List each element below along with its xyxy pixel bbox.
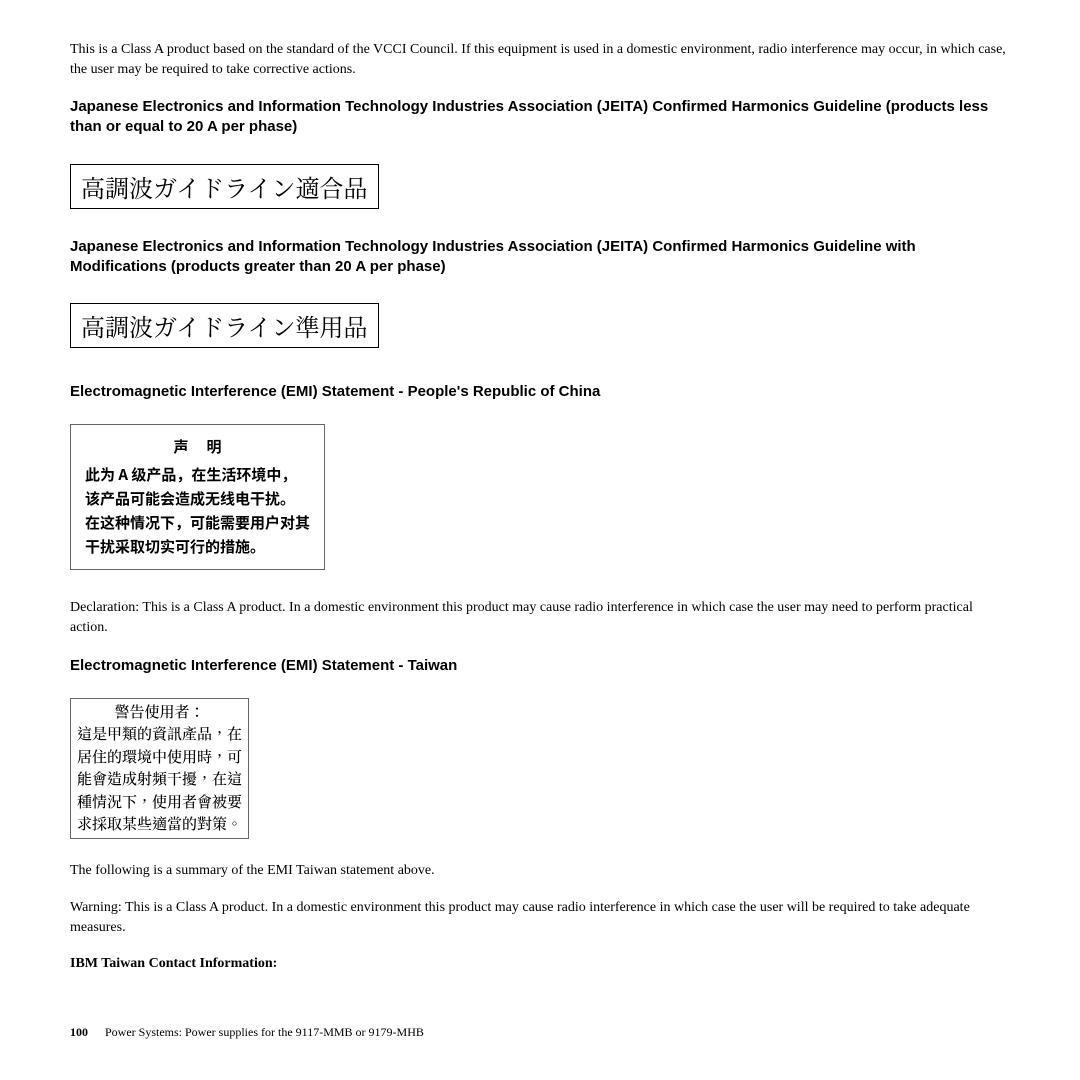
page-number: 100	[70, 1025, 88, 1039]
tw-box-line1: 這是甲類的資訊產品，在	[77, 723, 242, 746]
tw-box-line4: 種情況下，使用者會被要	[77, 791, 242, 814]
cn-box-line1: 此为 A 级产品，在生活环境中，	[85, 463, 310, 487]
footer-title: Power Systems: Power supplies for the 91…	[105, 1025, 424, 1039]
jp-harmonics-box-1: 高調波ガイドライン適合品	[70, 164, 379, 209]
tw-box-line2: 居住的環境中使用時，可	[77, 746, 242, 769]
china-declaration-paragraph: Declaration: This is a Class A product. …	[70, 598, 1010, 637]
jp-harmonics-box-2: 高調波ガイドライン準用品	[70, 303, 379, 348]
cn-box-line4: 干扰采取切实可行的措施。	[85, 535, 310, 559]
tw-box-title: 警告使用者：	[77, 701, 242, 724]
taiwan-warning-box: 警告使用者： 這是甲類的資訊產品，在 居住的環境中使用時，可 能會造成射頻干擾，…	[70, 698, 249, 839]
cn-box-title: 声明	[85, 435, 310, 459]
jeita-heading-2: Japanese Electronics and Information Tec…	[70, 237, 1010, 278]
tw-box-line5: 求採取某些適當的對策。	[77, 813, 242, 836]
taiwan-summary-paragraph: The following is a summary of the EMI Ta…	[70, 861, 1010, 881]
emi-china-heading: Electromagnetic Interference (EMI) State…	[70, 382, 1010, 402]
ibm-taiwan-contact-heading: IBM Taiwan Contact Information:	[70, 956, 1010, 972]
jeita-heading-1: Japanese Electronics and Information Tec…	[70, 97, 1010, 138]
page-footer: 100 Power Systems: Power supplies for th…	[70, 1025, 424, 1040]
tw-box-line3: 能會造成射頻干擾，在這	[77, 768, 242, 791]
china-declaration-box: 声明 此为 A 级产品，在生活环境中， 该产品可能会造成无线电干扰。 在这种情况…	[70, 424, 325, 570]
cn-box-line3: 在这种情况下，可能需要用户对其	[85, 511, 310, 535]
vcci-paragraph: This is a Class A product based on the s…	[70, 40, 1010, 79]
emi-taiwan-heading: Electromagnetic Interference (EMI) State…	[70, 656, 1010, 676]
taiwan-warning-paragraph: Warning: This is a Class A product. In a…	[70, 898, 1010, 937]
cn-box-line2: 该产品可能会造成无线电干扰。	[85, 487, 310, 511]
